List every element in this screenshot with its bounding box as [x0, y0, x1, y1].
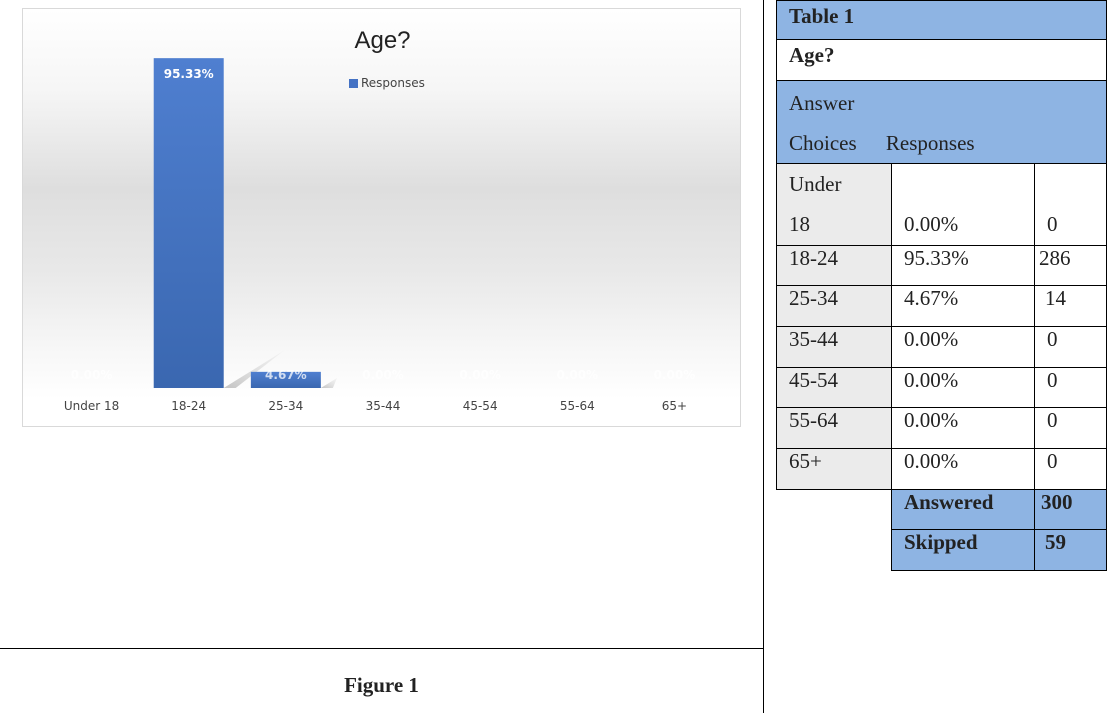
- row-count: 0: [1034, 367, 1107, 408]
- bar-18-24: [153, 58, 224, 388]
- table-row: 25-34 4.67% 14: [776, 285, 1107, 327]
- x-tick-label: 65+: [662, 399, 687, 413]
- table-row: 35-44 0.00% 0: [776, 326, 1107, 368]
- row-percent: 0.00%: [891, 407, 1035, 449]
- header-responses: Responses: [885, 131, 975, 155]
- chart-plot: 0.00% 95.33% 4.67% 0.00% 0.00% 0.00% 0.00% Und…: [64, 58, 696, 413]
- caption-divider: [0, 648, 763, 649]
- data-label: 0.00%: [71, 368, 113, 382]
- legend-label: Responses: [361, 76, 425, 90]
- age-table: Table 1 Age? Answer Choices Responses Un…: [776, 0, 1107, 571]
- data-label: 0.00%: [654, 368, 696, 382]
- answered-label: Answered: [891, 489, 1035, 530]
- data-label: 0.00%: [556, 368, 598, 382]
- table-row: 55-64 0.00% 0: [776, 407, 1107, 449]
- row-label-line1: Under: [789, 172, 842, 196]
- row-percent: 0.00%: [891, 163, 1035, 246]
- x-tick-label: Under 18: [64, 399, 119, 413]
- row-percent: 0.00%: [891, 367, 1035, 408]
- bar-shadow: [223, 350, 284, 388]
- header-row2: Choices Responses: [789, 123, 1100, 163]
- row-count: 0: [1034, 326, 1107, 368]
- row-percent: 4.67%: [891, 285, 1035, 327]
- row-label: 25-34: [776, 285, 892, 327]
- skipped-value: 59: [1034, 529, 1107, 571]
- data-label: 0.00%: [459, 368, 501, 382]
- x-tick-label: 55-64: [560, 399, 595, 413]
- row-label: 35-44: [776, 326, 892, 368]
- blank-cell: [777, 530, 892, 571]
- row-count: 286: [1034, 245, 1107, 286]
- data-label: 0.00%: [362, 368, 404, 382]
- x-tick-label: 45-54: [463, 399, 498, 413]
- row-count: 0: [1034, 448, 1107, 490]
- table-row: Under 18 0.00% 0: [776, 163, 1107, 246]
- table-row: 45-54 0.00% 0: [776, 367, 1107, 408]
- row-count: 0: [1034, 163, 1107, 246]
- row-count: 0: [1034, 407, 1107, 449]
- table-row: 65+ 0.00% 0: [776, 448, 1107, 490]
- row-label-line2: 18: [789, 212, 810, 236]
- data-label: 4.67%: [265, 368, 307, 382]
- row-count: 14: [1034, 285, 1107, 327]
- row-label: 18-24: [776, 245, 892, 286]
- row-label: Under 18: [776, 163, 892, 246]
- table-question: Age?: [776, 39, 1107, 81]
- row-label: 45-54: [776, 367, 892, 408]
- chart-legend: Responses: [349, 76, 425, 90]
- x-tick-label: 35-44: [366, 399, 401, 413]
- skipped-label: Skipped: [891, 529, 1035, 571]
- bar-shadow: [320, 377, 338, 388]
- column-divider: [763, 0, 764, 713]
- data-label: 95.33%: [164, 67, 214, 81]
- x-tick-label: 25-34: [268, 399, 303, 413]
- bar-25-34: [250, 371, 321, 388]
- row-label: 55-64: [776, 407, 892, 449]
- bar-chart: 0.00% 95.33% 4.67% 0.00% 0.00% 0.00% 0.00% Und…: [22, 8, 741, 427]
- row-percent: 0.00%: [891, 448, 1035, 490]
- table-row: 18-24 95.33% 286: [776, 245, 1107, 286]
- skipped-row: Skipped 59: [777, 529, 1107, 571]
- table-header: Answer Choices Responses: [776, 80, 1107, 164]
- row-percent: 95.33%: [891, 245, 1035, 286]
- table-caption: Table 1: [776, 0, 1107, 40]
- chart-title: Age?: [354, 27, 411, 54]
- figure-caption: Figure 1: [344, 673, 419, 697]
- legend-swatch: [349, 78, 358, 88]
- header-choices: Choices: [789, 131, 857, 155]
- row-percent: 0.00%: [891, 326, 1035, 368]
- x-tick-label: 18-24: [171, 399, 206, 413]
- answered-value: 300: [1034, 489, 1107, 530]
- header-answer: Answer: [789, 91, 855, 115]
- row-label: 65+: [776, 448, 892, 490]
- blank-cell: [777, 490, 892, 530]
- answered-row: Answered 300: [777, 489, 1107, 530]
